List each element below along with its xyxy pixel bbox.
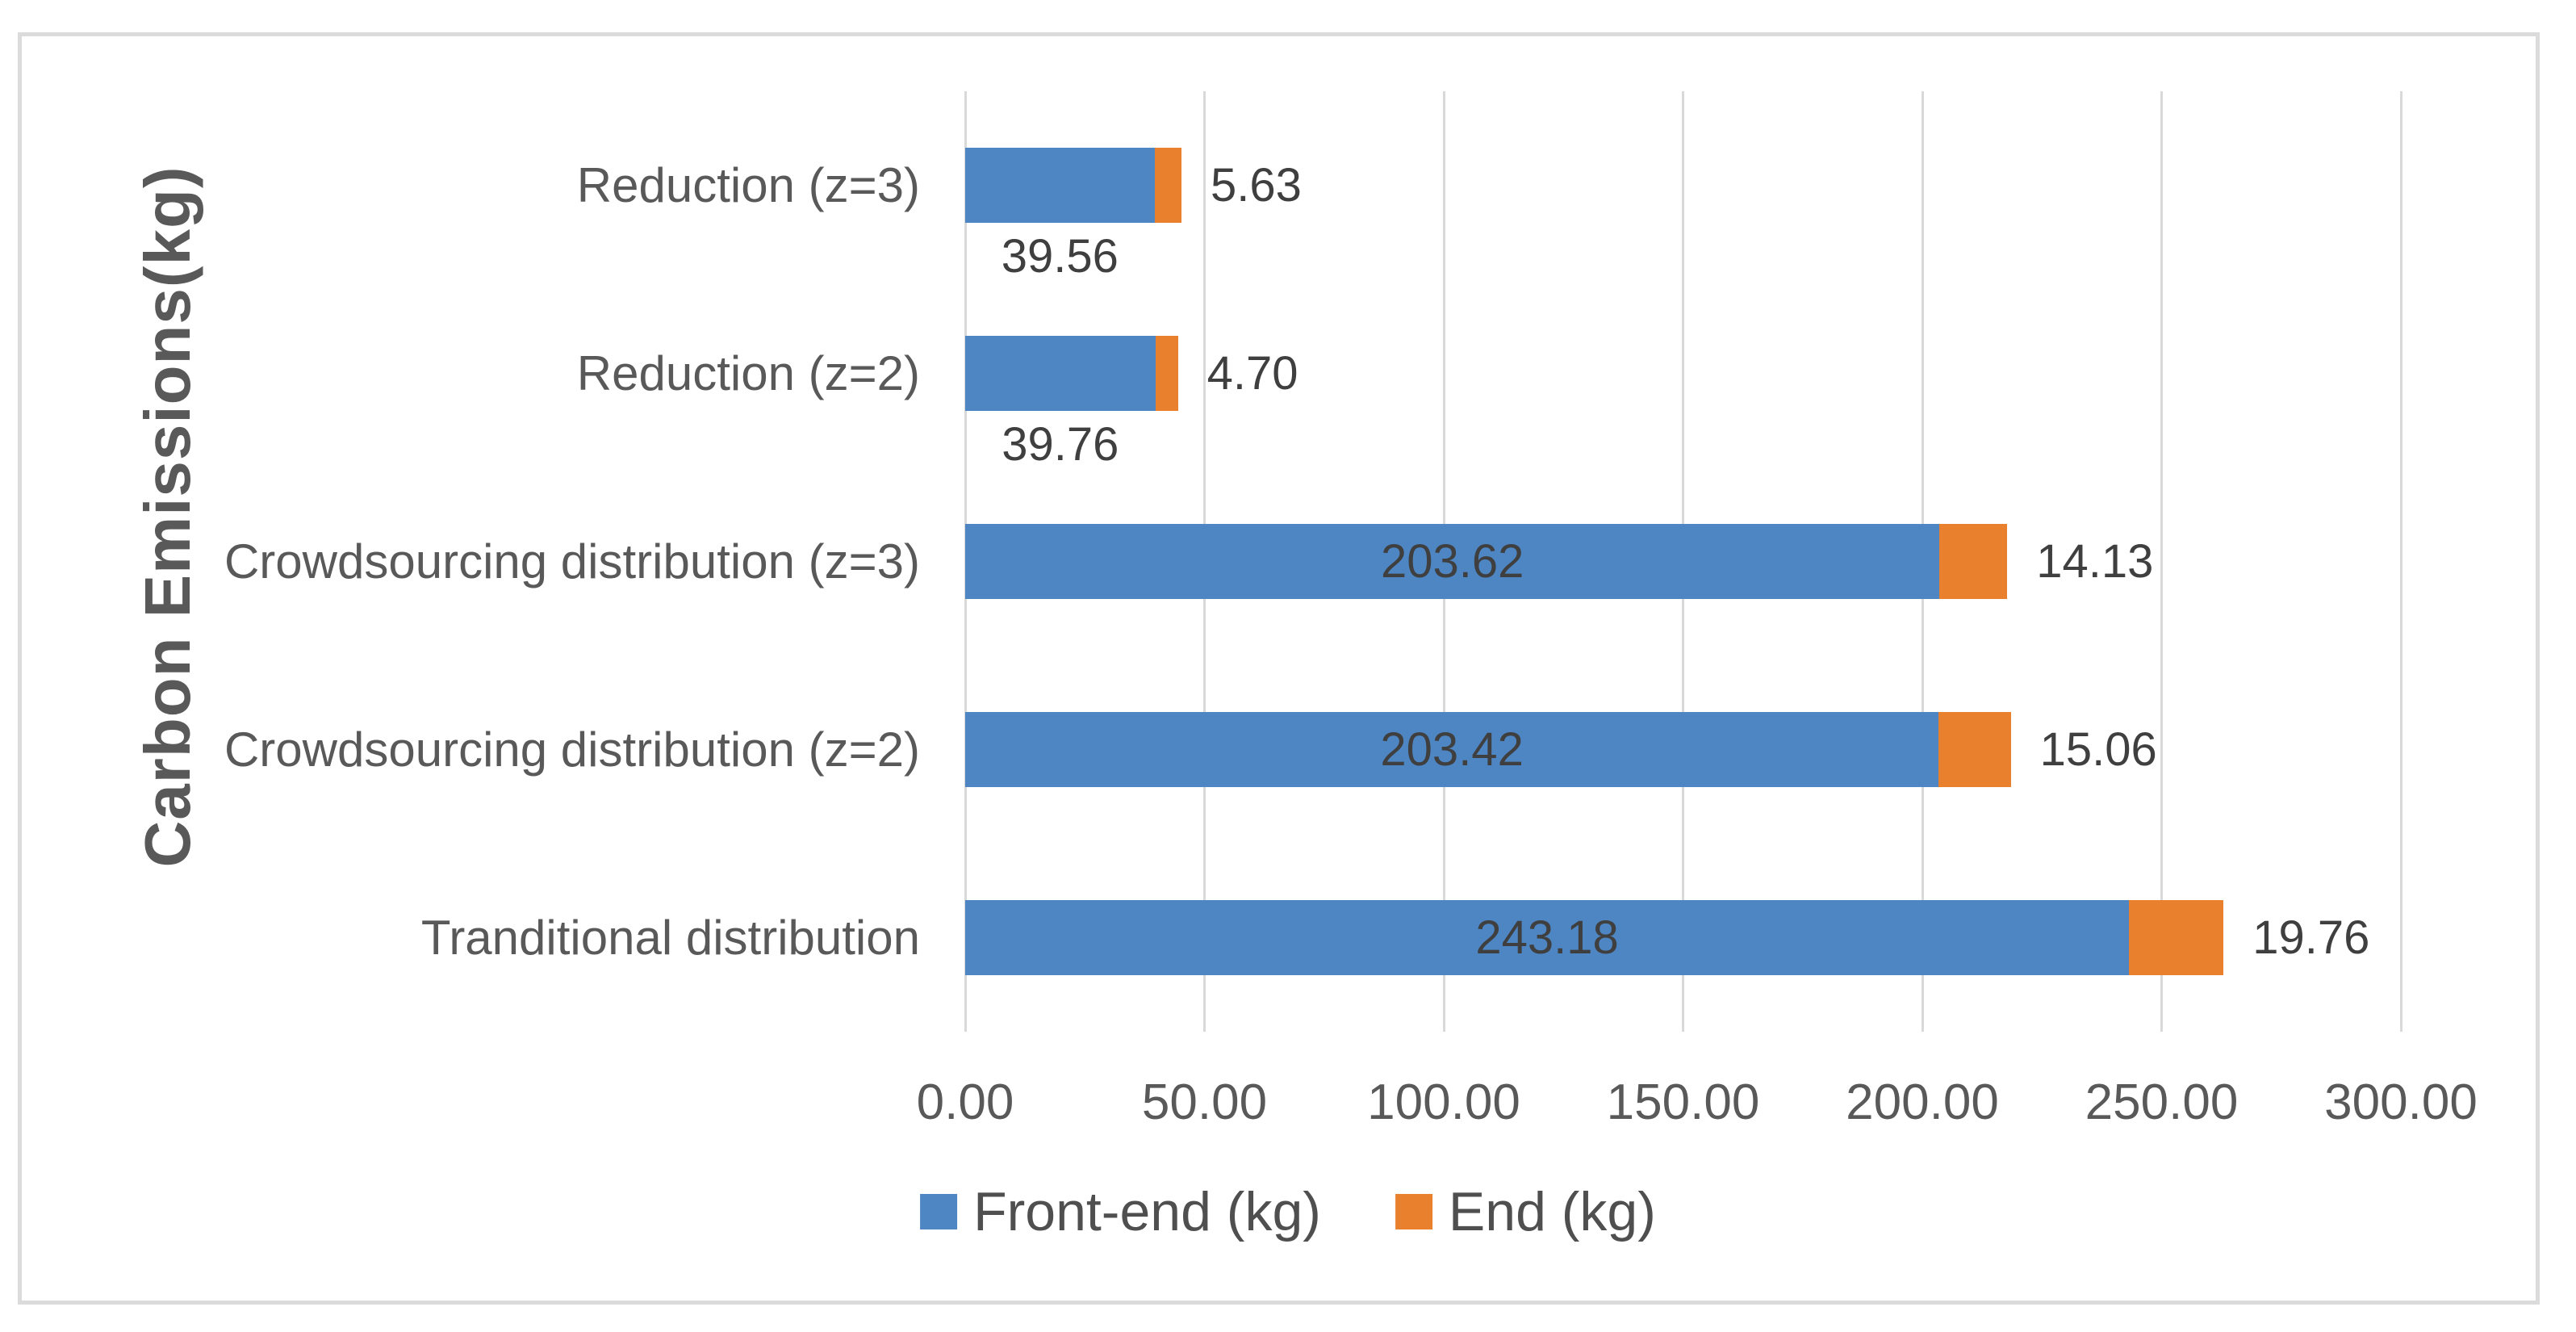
chart-frame: [18, 32, 2540, 1305]
bar-front-segment: [965, 148, 1155, 223]
legend: Front-end (kg) End (kg): [920, 1180, 1656, 1243]
legend-swatch-end: [1395, 1194, 1432, 1229]
front-value-label: 203.62: [1381, 535, 1524, 588]
bar-front-segment: [965, 524, 1940, 599]
front-value-label: 39.56: [1001, 230, 1119, 283]
category-label: Crowdsourcing distribution (z=2): [224, 723, 920, 777]
bar-end-segment: [1939, 524, 2008, 599]
bar-end-segment: [1154, 148, 1181, 223]
bar-front-segment: [965, 900, 2130, 975]
legend-item: Front-end (kg): [920, 1180, 1321, 1243]
legend-swatch-front-end: [920, 1194, 958, 1229]
end-value-label: 14.13: [2036, 535, 2154, 588]
x-tick-label: 250.00: [2085, 1074, 2239, 1130]
bar-end-segment: [2129, 900, 2224, 975]
x-tick-label: 150.00: [1606, 1074, 1760, 1130]
gridline: [2160, 91, 2163, 1032]
front-value-label: 39.76: [1002, 418, 1119, 471]
x-tick-label: 200.00: [1846, 1074, 1999, 1130]
x-tick-label: 100.00: [1367, 1074, 1520, 1130]
legend-item: End (kg): [1395, 1180, 1656, 1243]
legend-label: Front-end (kg): [973, 1181, 1321, 1242]
end-value-label: 15.06: [2039, 723, 2157, 776]
end-value-label: 19.76: [2252, 911, 2370, 964]
gridline: [2399, 91, 2402, 1032]
bar-front-segment: [965, 712, 1939, 787]
category-label: Reduction (z=2): [576, 346, 920, 400]
front-value-label: 203.42: [1380, 723, 1524, 776]
x-tick-label: 300.00: [2324, 1074, 2478, 1130]
bar-end-segment: [1155, 336, 1178, 411]
front-value-label: 243.18: [1475, 911, 1619, 964]
x-tick-label: 0.00: [916, 1074, 1014, 1130]
category-label: Crowdsourcing distribution (z=3): [224, 534, 920, 589]
x-tick-label: 50.00: [1141, 1074, 1268, 1130]
category-label: Reduction (z=3): [576, 158, 920, 212]
end-value-label: 4.70: [1206, 347, 1298, 400]
end-value-label: 5.63: [1210, 159, 1302, 212]
bar-end-segment: [1938, 712, 2011, 787]
category-label: Tranditional distribution: [420, 911, 920, 965]
bar-front-segment: [965, 336, 1156, 411]
legend-label: End (kg): [1448, 1181, 1656, 1242]
